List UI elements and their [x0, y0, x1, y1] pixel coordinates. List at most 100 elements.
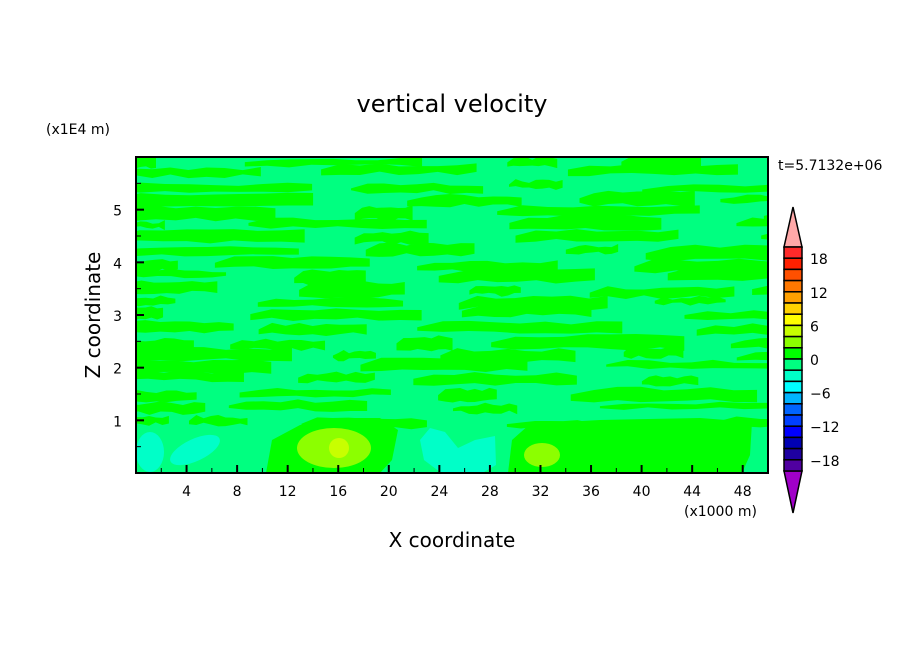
updraft-peak [329, 438, 349, 458]
updraft-band [248, 217, 427, 229]
updraft-band [188, 415, 248, 427]
updraft-band [365, 242, 475, 257]
updraft-band [354, 205, 413, 222]
updraft-band [736, 217, 768, 227]
updraft-band [239, 387, 391, 398]
updraft-band [515, 229, 679, 243]
updraft-band [136, 220, 165, 231]
colorbar-swatch [783, 268, 803, 282]
colorbar-tick-label: 12 [810, 286, 828, 302]
updraft-band [761, 233, 768, 240]
colorbar-swatch [783, 291, 803, 304]
updraft-band [730, 337, 768, 349]
updraft-band [136, 157, 157, 169]
x-tick-label: 12 [279, 484, 297, 500]
colorbar-swatch [783, 302, 803, 315]
x-tick-label: 44 [683, 484, 701, 500]
colorbar-swatch [783, 380, 803, 394]
updraft-band [461, 304, 592, 318]
updraft-band [752, 285, 768, 296]
updraft-band [417, 320, 623, 334]
colorbar-under-triangle [783, 470, 803, 514]
updraft-band [136, 259, 178, 273]
updraft-band [641, 375, 699, 387]
updraft-band [642, 184, 768, 193]
y-tick-label: 3 [113, 309, 122, 325]
colorbar-swatch [783, 369, 803, 383]
updraft-band [136, 167, 261, 179]
x-tick-label: 20 [380, 484, 398, 500]
updraft-band [579, 190, 695, 207]
x-tick-label: 40 [633, 484, 651, 500]
updraft-band [136, 246, 299, 257]
updraft-band [136, 320, 234, 334]
colorbar-swatch [783, 459, 803, 472]
updraft-band [667, 266, 768, 281]
updraft-band [244, 157, 423, 168]
colorbar-swatch [783, 391, 803, 405]
x-unit-label: (x1000 m) [684, 504, 757, 520]
colorbar-swatch [783, 358, 803, 371]
colorbar-tick-label: 18 [810, 252, 828, 268]
updraft-band [440, 348, 576, 363]
chart-title: vertical velocity [357, 90, 548, 118]
colorbar-swatch [783, 246, 803, 259]
updraft-band [567, 163, 738, 177]
updraft-band [136, 229, 305, 244]
colorbar-tick-label: −18 [810, 454, 840, 470]
updraft-band [136, 306, 164, 320]
time-label: t=5.7132e+06 [778, 158, 882, 174]
contour-bands [136, 157, 768, 430]
colorbar-swatch [783, 414, 803, 427]
y-unit-label: (x1E4 m) [46, 122, 110, 138]
downdraft-region [420, 428, 496, 472]
updraft-band [565, 243, 619, 255]
colorbar-tick-label: 0 [810, 353, 819, 369]
updraft-band [250, 308, 422, 321]
colorbar-swatch [783, 403, 803, 416]
y-axis-label: Z coordinate [81, 252, 105, 379]
y-tick-label: 2 [113, 362, 122, 378]
updraft-band [214, 256, 370, 270]
updraft-band [228, 399, 368, 412]
updraft-band [257, 297, 404, 308]
x-tick-label: 4 [182, 484, 191, 500]
colorbar-tick-label: −6 [810, 387, 831, 403]
colorbar-tick-label: 6 [810, 319, 819, 335]
updraft-band [321, 163, 477, 176]
colorbar-swatch [783, 324, 803, 338]
colorbar-swatch [783, 436, 803, 450]
updraft-band [136, 389, 197, 403]
colorbar-tick-label: −12 [810, 420, 840, 436]
updraft-band [136, 205, 276, 222]
downdraft-region [170, 434, 220, 466]
updraft-band [354, 230, 429, 246]
contour-blobs [136, 418, 752, 473]
updraft-band [589, 286, 735, 300]
updraft-band [491, 333, 685, 351]
colorbar-swatch [783, 347, 803, 360]
updraft-core [524, 443, 560, 467]
x-tick-label: 24 [430, 484, 448, 500]
updraft-band [507, 157, 558, 169]
contour-field [136, 157, 768, 473]
updraft-band [360, 357, 528, 373]
updraft-band [696, 323, 768, 336]
colorbar-swatch [783, 425, 803, 439]
updraft-band [299, 281, 405, 299]
x-tick-label: 48 [734, 484, 752, 500]
updraft-band [684, 310, 768, 320]
colorbar: 18 12 6 0 −6 −12 −18 [783, 206, 840, 514]
updraft-band [736, 351, 768, 361]
updraft-band [136, 192, 314, 208]
updraft-band [508, 179, 563, 190]
colorbar-swatch [783, 257, 803, 271]
updraft-band [570, 386, 758, 403]
y-tick-label: 5 [113, 204, 122, 220]
updraft-band [645, 244, 768, 262]
downdraft-region [136, 432, 164, 472]
updraft-band [606, 359, 768, 369]
x-axis-label: X coordinate [389, 528, 516, 552]
